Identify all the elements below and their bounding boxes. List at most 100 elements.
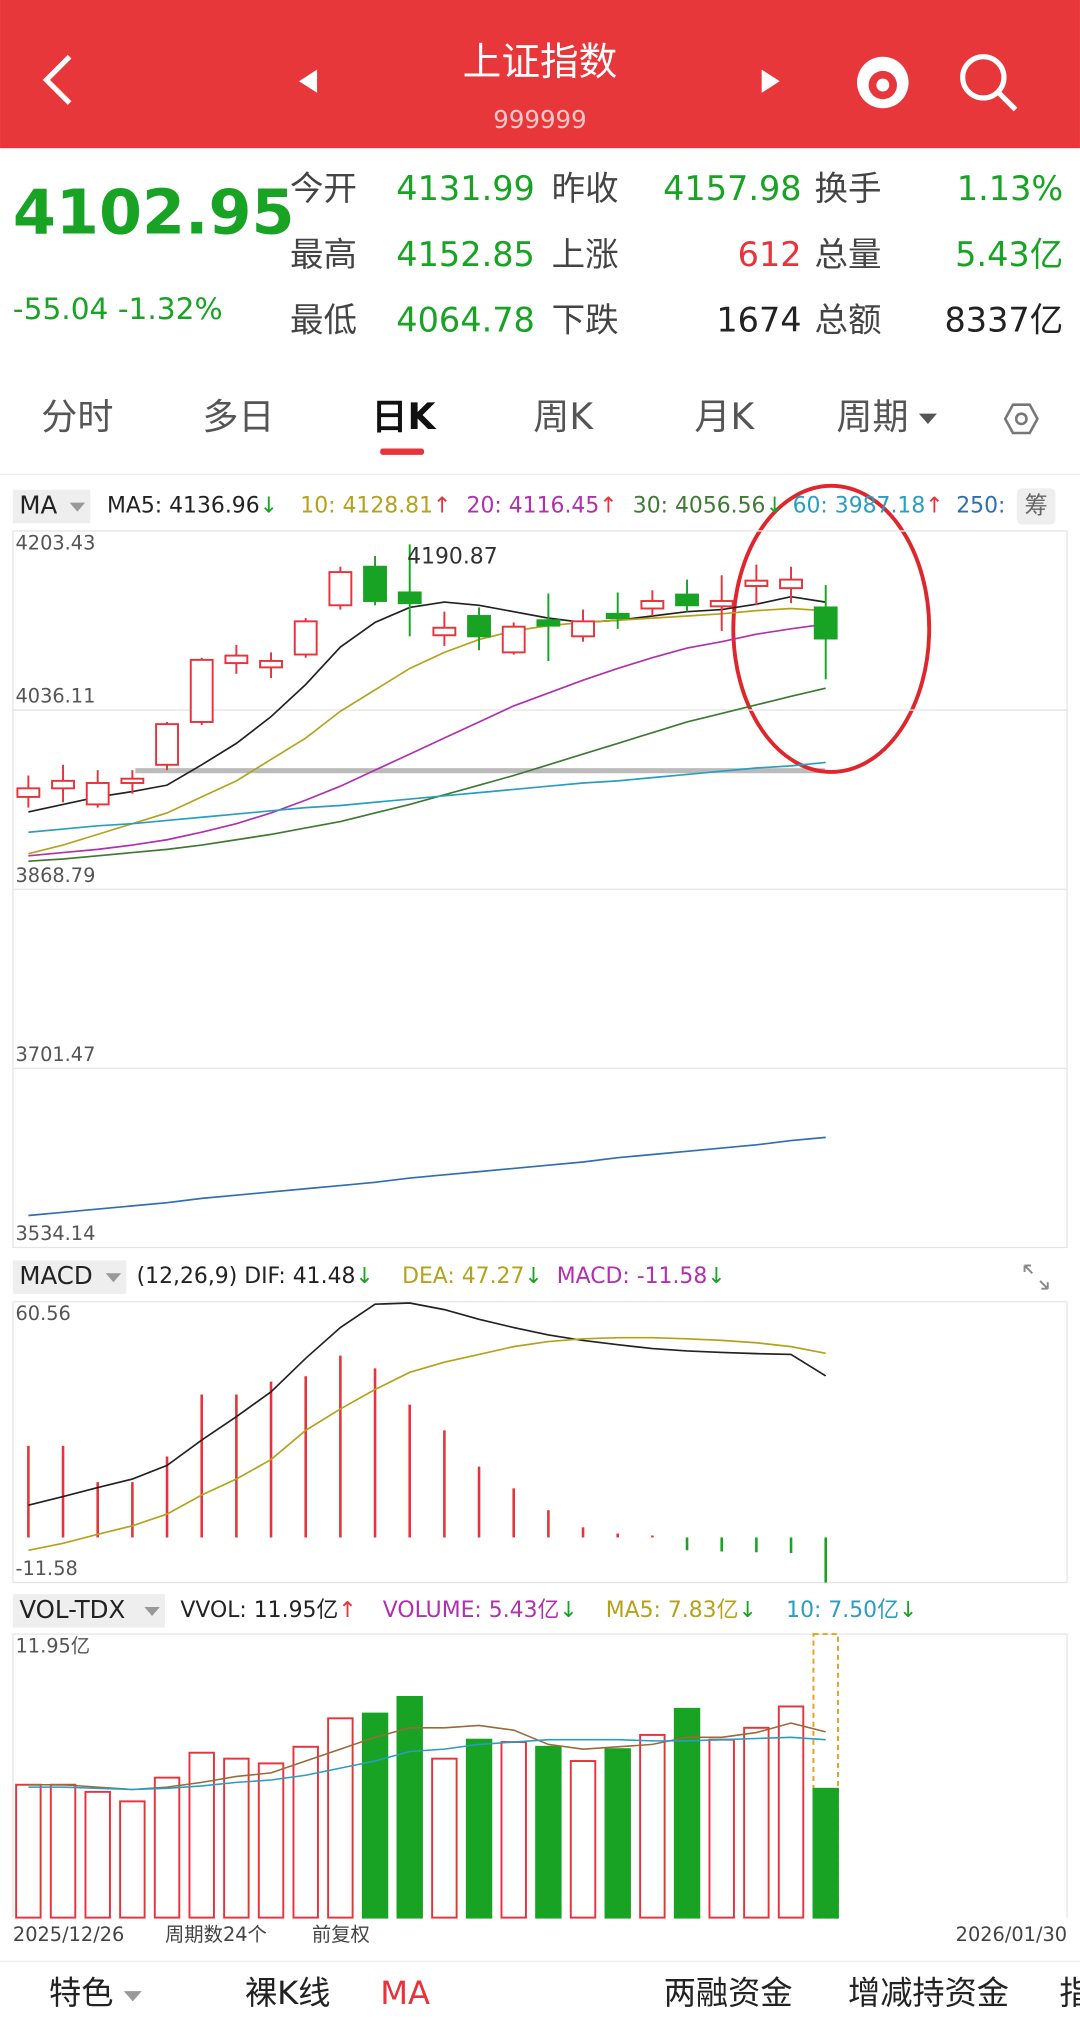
- legend-arrow: ↓: [260, 493, 278, 518]
- indicator-line: [28, 1302, 827, 1506]
- tab[interactable]: 周K: [533, 396, 594, 438]
- legend-entry: 60: 3987.18↑: [793, 493, 944, 518]
- legend-text: 10: 4128.81: [300, 493, 433, 518]
- legend-arrow: ↓: [707, 1264, 725, 1289]
- legend-arrow: ↑: [338, 1598, 356, 1623]
- legend-entry: VVOL: 11.95亿↑: [180, 1598, 356, 1623]
- indicator-button[interactable]: [12, 1260, 127, 1294]
- indicator-name: MACD: [19, 1261, 92, 1290]
- legend-text: VOLUME: 5.43亿: [383, 1598, 560, 1623]
- field-value: 612: [738, 235, 802, 274]
- footer-label: 周期数24个: [165, 1923, 267, 1946]
- legend-arrow: ↑: [433, 493, 451, 518]
- volume-bar: [84, 1790, 111, 1919]
- side-button[interactable]: [1016, 488, 1056, 525]
- high-annotation: 4190.87: [407, 544, 498, 569]
- legend-entry: 250:: [956, 493, 1005, 518]
- field-label: 昨收: [552, 169, 619, 208]
- legend-entry: 10: 4128.81↑: [300, 493, 451, 518]
- legend-text: 60: 3987.18: [793, 493, 926, 518]
- legend-arrow: ↓: [738, 1598, 756, 1623]
- legend-entry: MA5: 4136.96↓: [107, 493, 278, 518]
- field-value: 4064.78: [396, 301, 535, 340]
- dropdown-arrow: [918, 413, 937, 424]
- tab[interactable]: 分时: [41, 396, 113, 438]
- candle-body: [224, 654, 249, 665]
- bottom-nav: 特色 裸K线 MA 两融资金 增减持资金 指: [49, 1974, 1080, 2012]
- legend-arrow: ↑: [925, 493, 943, 518]
- volume-bar: [361, 1712, 389, 1919]
- volume-bar: [708, 1738, 735, 1919]
- y-tick-label: 60.56: [15, 1302, 70, 1325]
- candle-body: [16, 787, 41, 798]
- volume-bar: [188, 1751, 215, 1919]
- footer-label: 前复权: [312, 1923, 370, 1946]
- legend-entry: 10: 7.50亿↓: [786, 1598, 917, 1623]
- field-value: 8337亿: [944, 301, 1063, 340]
- legend-arrow: ↑: [599, 493, 617, 518]
- y-tick-label: 4203.43: [15, 531, 95, 554]
- candle-body: [640, 600, 665, 610]
- nav-item[interactable]: MA: [380, 1974, 430, 2012]
- settings-button[interactable]: [1003, 403, 1039, 435]
- tab[interactable]: 多日: [202, 396, 274, 438]
- dropdown-arrow: [69, 502, 86, 512]
- volume-bar: [569, 1760, 597, 1919]
- candle-body: [85, 782, 110, 806]
- candle-body: [779, 578, 803, 590]
- legend-text: VVOL: 11.95亿: [180, 1598, 338, 1623]
- nav-item[interactable]: 裸K线: [245, 1974, 331, 2012]
- volume-bar: [327, 1717, 354, 1919]
- candle-body: [501, 625, 526, 654]
- candle-body: [293, 620, 318, 656]
- y-tick-label: 3701.47: [15, 1043, 95, 1066]
- field-label: 总额: [814, 301, 881, 340]
- indicator-line: [28, 1722, 826, 1791]
- candle-body: [120, 777, 145, 784]
- nav-item[interactable]: 增减持资金: [848, 1974, 1009, 2012]
- candle-body: [467, 615, 491, 638]
- code: 999999: [493, 105, 586, 134]
- expand-button[interactable]: [1023, 1264, 1049, 1290]
- field-label: 总量: [814, 235, 881, 274]
- prev-button[interactable]: [299, 69, 318, 93]
- volume-bar: [396, 1696, 423, 1919]
- volume-bar: [49, 1783, 77, 1919]
- volume-bar: [15, 1783, 42, 1919]
- tab[interactable]: 月K: [694, 396, 755, 438]
- candle-body: [536, 619, 561, 627]
- legend-entry: VOLUME: 5.43亿↓: [383, 1598, 578, 1623]
- y-tick-label: 4036.11: [15, 685, 95, 708]
- nav-item[interactable]: 指: [1059, 1974, 1080, 2012]
- volume-bar: [119, 1800, 146, 1919]
- indicator-line: [28, 1336, 826, 1552]
- indicator-button[interactable]: [12, 1594, 165, 1628]
- side-button-label: 筹: [1025, 492, 1048, 519]
- field-value: 1.13%: [957, 169, 1063, 208]
- candle-body: [432, 626, 457, 637]
- back-button[interactable]: [42, 54, 72, 105]
- nav-item[interactable]: 两融资金: [664, 1974, 793, 2012]
- candle-body: [571, 620, 595, 638]
- y-tick-label: -11.58: [15, 1557, 77, 1580]
- tab[interactable]: 日K: [371, 396, 437, 438]
- candle-body: [813, 606, 838, 640]
- field-value: 4152.85: [396, 235, 535, 274]
- legend-entry: MACD: -11.58↓: [557, 1264, 726, 1289]
- legend-text: (12,26,9) DIF: 41.48: [137, 1264, 356, 1289]
- legend-text: DEA: 47.27: [402, 1264, 524, 1289]
- nav-item[interactable]: 特色: [49, 1974, 113, 2012]
- search-button[interactable]: [960, 54, 1018, 112]
- candle-body: [363, 565, 387, 602]
- candle-body: [605, 612, 630, 620]
- tab-underline: [380, 448, 425, 455]
- tab[interactable]: 周期: [836, 396, 908, 438]
- settings-dot: [1014, 412, 1028, 426]
- volume-bar: [292, 1745, 319, 1919]
- candle-body: [709, 600, 734, 608]
- legend-text: 30: 4056.56: [633, 493, 766, 518]
- legend-arrow: ↓: [524, 1264, 542, 1289]
- quote-grid: 今开 4131.99 昨收 4157.98 换手 1.13% 最高 4152.85 上涨 612 总…: [290, 169, 1063, 339]
- mascot-icon[interactable]: [857, 56, 909, 109]
- next-button[interactable]: [761, 69, 780, 93]
